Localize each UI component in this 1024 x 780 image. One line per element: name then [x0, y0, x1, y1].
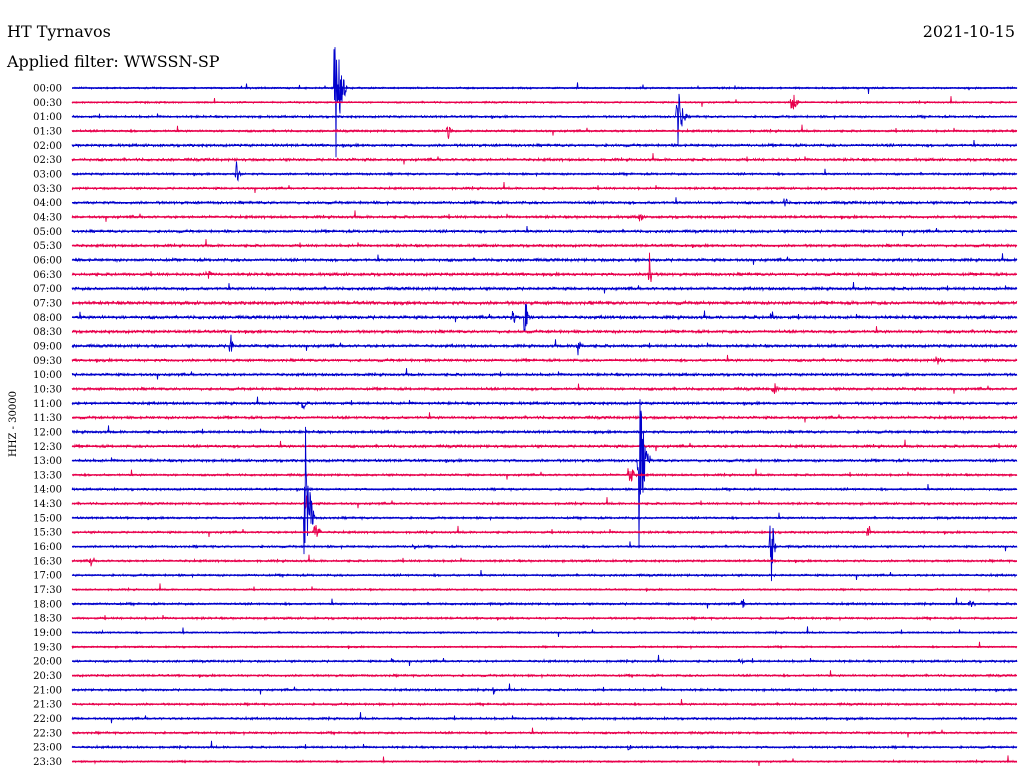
row-time-label: 16:00	[33, 542, 62, 553]
trace-line	[71, 712, 1018, 724]
trace-line	[71, 210, 1018, 222]
trace-line	[71, 495, 1018, 510]
row-time-label: 00:00	[33, 84, 62, 95]
trace-line	[71, 161, 1018, 182]
trace-line	[71, 281, 1018, 294]
trace-line	[71, 641, 1018, 651]
row-time-label: 16:30	[33, 556, 62, 567]
trace-line	[71, 683, 1018, 695]
row-time-label: 11:00	[33, 399, 62, 410]
station-title: HT Tyrnavos	[7, 22, 111, 41]
row-time-label: 06:30	[33, 270, 62, 281]
trace-line	[71, 368, 1018, 380]
row-time-label: 02:00	[33, 141, 62, 152]
row-time-label: 00:30	[33, 98, 62, 109]
row-time-label: 07:00	[33, 284, 62, 295]
time-label-group: 00:00 00:30 01:00 01:30 02:00 02:30 03:00 03:30…	[33, 84, 62, 769]
row-time-label: 01:00	[33, 112, 62, 123]
row-time-label: 08:30	[33, 327, 62, 338]
date-label: 2021-10-15	[922, 22, 1015, 41]
row-time-label: 12:30	[33, 442, 62, 453]
trace-line	[71, 597, 1018, 609]
trace-line	[71, 124, 1018, 139]
trace-line	[71, 252, 1018, 282]
y-axis-label: HHZ - 30000	[8, 391, 19, 457]
trace-line	[71, 484, 1018, 493]
row-time-label: 22:00	[33, 714, 62, 725]
row-time-label: 01:30	[33, 126, 62, 137]
row-time-label: 23:00	[33, 743, 62, 754]
row-time-label: 22:30	[33, 728, 62, 739]
trace-line	[71, 583, 1018, 593]
trace-line	[72, 654, 1018, 666]
row-time-label: 21:00	[33, 685, 62, 696]
row-time-label: 18:30	[33, 614, 62, 625]
row-time-label: 03:00	[33, 169, 62, 180]
row-time-label: 08:00	[33, 313, 62, 324]
row-time-label: 03:30	[33, 184, 62, 195]
row-time-label: 18:00	[33, 599, 62, 610]
row-time-label: 10:00	[33, 370, 62, 381]
row-time-label: 11:30	[33, 413, 62, 424]
trace-line	[71, 755, 1018, 767]
row-time-label: 13:30	[33, 470, 62, 481]
trace-line	[71, 525, 1018, 537]
row-time-label: 09:00	[33, 341, 62, 352]
row-time-label: 07:30	[33, 298, 62, 309]
row-time-label: 21:30	[33, 700, 62, 711]
trace-line	[72, 425, 1018, 435]
row-time-label: 05:00	[33, 227, 62, 238]
row-time-label: 17:00	[33, 571, 62, 582]
trace-line	[71, 239, 1018, 249]
trace-line	[71, 334, 1018, 356]
row-time-label: 23:30	[33, 757, 62, 768]
trace-line	[71, 197, 1018, 207]
trace-line	[71, 670, 1017, 679]
trace-line	[71, 181, 1018, 194]
row-time-label: 20:30	[33, 671, 62, 682]
row-time-label: 09:30	[33, 356, 62, 367]
trace-line	[71, 396, 1018, 411]
trace-line	[71, 253, 1018, 265]
row-time-label: 12:00	[33, 427, 62, 438]
row-time-label: 04:00	[33, 198, 62, 209]
trace-line	[71, 399, 1018, 549]
row-time-label: 10:30	[33, 384, 62, 395]
row-time-label: 19:00	[33, 628, 62, 639]
trace-line	[71, 626, 1018, 638]
row-time-label: 15:30	[33, 528, 62, 539]
trace-line	[71, 525, 1018, 582]
row-time-label: 05:30	[33, 241, 62, 252]
row-time-label: 19:30	[33, 642, 62, 653]
row-time-label: 14:30	[33, 499, 62, 510]
row-time-label: 14:00	[33, 485, 62, 496]
trace-line	[71, 740, 1018, 751]
trace-line	[71, 439, 1018, 452]
trace-line	[71, 153, 1018, 165]
filter-label: Applied filter: WWSSN-SP	[7, 52, 220, 71]
row-time-label: 04:30	[33, 212, 62, 223]
trace-line	[71, 139, 1018, 149]
row-time-label: 20:00	[33, 657, 62, 668]
row-time-label: 17:30	[33, 585, 62, 596]
trace-group	[71, 47, 1018, 767]
row-time-label: 13:00	[33, 456, 62, 467]
row-time-label: 06:00	[33, 255, 62, 266]
trace-line	[71, 326, 1018, 335]
row-time-label: 15:00	[33, 513, 62, 524]
row-time-label: 02:30	[33, 155, 62, 166]
